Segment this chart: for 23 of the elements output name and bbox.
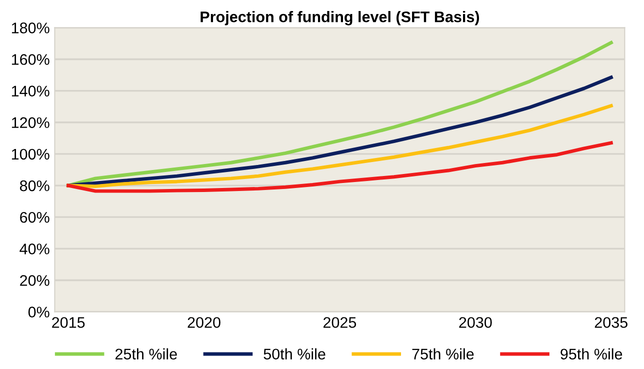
line-series [66,141,613,193]
x-tick-label: 2030 [459,317,492,328]
chart-title: Projection of funding level (SFT Basis) [200,11,480,26]
legend-label: 25th %ile [115,348,177,360]
y-tick-label: 60% [20,212,50,223]
y-tick-label: 0% [28,306,50,318]
x-tick-label: 2025 [323,317,356,328]
y-tick-label: 20% [20,275,50,286]
x-tick-label: 2035 [594,317,628,328]
y-tick-label: 180% [12,22,50,34]
legend-label: 50th %ile [264,348,326,360]
line-series [66,104,613,188]
x-tick-label: 2020 [188,317,220,328]
y-tick-label: 140% [12,86,50,96]
line-series [66,76,613,188]
y-tick-label: 40% [20,244,50,254]
legend-label: 95th %ile [560,348,622,360]
y-tick-label: 160% [12,54,50,65]
y-tick-label: 120% [12,117,50,128]
y-tick-label: 100% [12,148,50,160]
x-tick-label: 2015 [52,317,85,328]
legend-label: 75th %ile [412,348,474,360]
y-tick-label: 80% [20,180,50,192]
